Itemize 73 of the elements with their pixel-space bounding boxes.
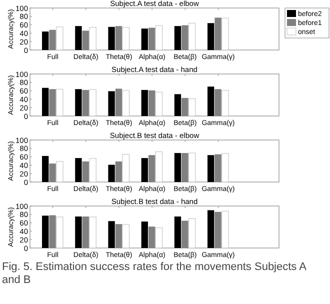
bar <box>42 32 49 50</box>
bar <box>49 30 56 50</box>
bar <box>82 90 89 116</box>
bar <box>75 26 82 50</box>
bar <box>42 156 49 182</box>
bar <box>148 226 156 248</box>
bar <box>148 90 156 116</box>
bar <box>115 224 122 248</box>
bar <box>207 155 214 182</box>
bar <box>174 94 182 116</box>
bar <box>222 90 229 116</box>
bar <box>148 155 156 182</box>
bar <box>141 28 148 50</box>
bar <box>188 218 196 248</box>
bar <box>214 154 222 182</box>
bar <box>108 91 115 116</box>
bar <box>56 88 64 116</box>
bar <box>75 89 82 116</box>
bar <box>188 152 196 182</box>
bar <box>182 25 188 50</box>
bar <box>141 222 148 248</box>
bar <box>42 216 49 248</box>
bar <box>75 158 82 182</box>
bar <box>155 25 163 50</box>
bar <box>115 161 122 182</box>
bar <box>188 22 196 50</box>
caption: Fig. 5. Estimation success rates for the movements Subjects A and B <box>2 261 308 287</box>
bar <box>188 98 196 116</box>
bar <box>174 216 182 248</box>
bar <box>56 216 64 248</box>
bar <box>122 224 130 248</box>
bar <box>182 220 188 248</box>
bar <box>115 88 122 116</box>
bar <box>214 212 222 248</box>
bar <box>122 27 130 50</box>
bar <box>214 89 222 116</box>
bar <box>115 26 122 50</box>
bar <box>108 164 115 182</box>
bar <box>155 228 163 248</box>
bar <box>182 98 188 116</box>
bar <box>75 216 82 248</box>
bar <box>89 216 96 248</box>
bar <box>56 26 64 50</box>
bar <box>155 92 163 116</box>
bar <box>222 210 229 248</box>
bar <box>207 23 214 50</box>
bar <box>182 153 188 182</box>
bar <box>214 18 222 50</box>
bar <box>122 154 130 182</box>
bar <box>49 89 56 116</box>
bar <box>56 161 64 182</box>
bar <box>207 86 214 116</box>
bar <box>122 90 130 116</box>
bar <box>155 152 163 182</box>
bar <box>222 153 229 182</box>
bar <box>141 90 148 116</box>
bar <box>148 28 156 50</box>
bar <box>82 216 89 248</box>
bar <box>222 18 229 50</box>
bar <box>108 26 115 50</box>
bar <box>82 30 89 50</box>
bar <box>89 89 96 116</box>
bar <box>89 27 96 50</box>
bar <box>42 88 49 116</box>
bar <box>174 26 182 50</box>
bar <box>82 161 89 182</box>
bar <box>174 153 182 182</box>
bar <box>141 158 148 182</box>
bar <box>49 164 56 182</box>
bar <box>49 215 56 248</box>
bar <box>89 158 96 182</box>
bar <box>108 221 115 248</box>
bar <box>207 210 214 248</box>
